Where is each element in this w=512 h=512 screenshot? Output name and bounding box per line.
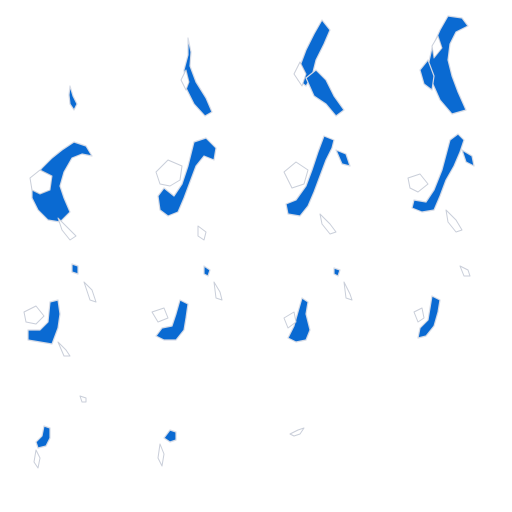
splash-wisp [459, 265, 471, 277]
splash-wisp [213, 281, 223, 301]
splash-shape [297, 19, 331, 87]
splash-wisp [57, 341, 71, 357]
frame-3 [293, 19, 345, 117]
splash-wisp [283, 161, 309, 189]
splash-wisp [157, 443, 165, 467]
frame-6 [155, 137, 217, 241]
frame-12 [413, 265, 471, 339]
splash-wisp [79, 395, 87, 403]
frame-5 [29, 141, 93, 241]
splash-shape [287, 297, 311, 343]
splash-shape [461, 149, 475, 167]
splash-wisp [413, 307, 425, 323]
splash-shape [203, 265, 211, 277]
splash-wisp [319, 213, 337, 235]
splash-shape [163, 429, 177, 443]
splash-wisp [23, 305, 45, 325]
splash-wisp [431, 35, 443, 59]
frame-1 [68, 85, 78, 111]
splash-shape [35, 425, 51, 449]
frame-4 [419, 15, 469, 115]
splash-wisp [83, 281, 97, 303]
frame-11 [283, 267, 353, 343]
splash-shape [183, 37, 213, 117]
splash-shape [411, 133, 465, 213]
splash-shape [417, 295, 441, 339]
splash-shape [419, 59, 435, 91]
splash-wisp [29, 169, 53, 195]
splash-shape [333, 267, 341, 277]
frame-9 [23, 263, 97, 357]
splash-shape [335, 149, 351, 167]
splash-shape [285, 135, 335, 217]
frame-15 [289, 427, 305, 437]
frame-14 [157, 429, 177, 467]
frame-7 [283, 135, 351, 235]
splash-wisp [343, 281, 353, 301]
splash-shape [157, 137, 217, 217]
splash-wisp [155, 159, 183, 187]
splash-wisp [445, 209, 463, 233]
splash-wisp [283, 311, 297, 329]
frame-10 [151, 265, 223, 341]
splash-shape [305, 69, 345, 117]
splash-wisp [197, 225, 207, 241]
splash-wisp [57, 217, 77, 241]
splash-wisp [289, 427, 305, 437]
splash-wisp [33, 449, 41, 469]
frame-13 [33, 395, 87, 469]
splash-shape [71, 263, 79, 275]
frame-2 [180, 37, 213, 117]
splash-wisp [180, 69, 190, 91]
splash-shape [68, 85, 78, 111]
splash-shape [427, 15, 469, 115]
frame-8 [407, 133, 475, 233]
splash-wisp [151, 307, 169, 323]
splash-shape [27, 299, 61, 345]
splash-wisp [407, 173, 429, 193]
splash-wisp [293, 61, 307, 87]
splash-shape [155, 299, 189, 341]
